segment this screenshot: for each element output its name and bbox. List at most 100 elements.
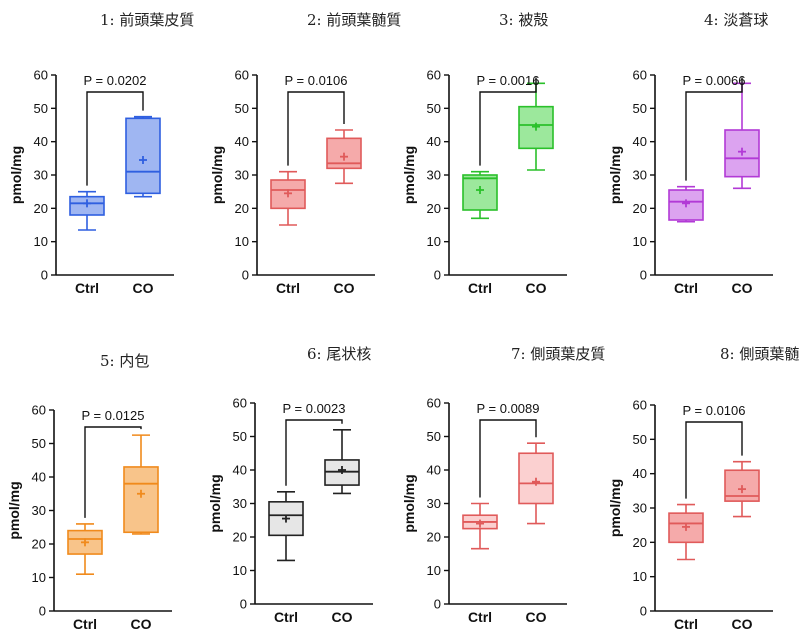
y-tick-label: 50 — [235, 101, 249, 116]
box-ctrl — [268, 490, 304, 562]
x-category-label: CO — [334, 280, 355, 296]
y-axis-label: pmol/mg — [401, 146, 417, 204]
iqr-box — [125, 117, 161, 195]
y-tick-label: 60 — [427, 396, 441, 411]
p-value-label: P = 0.0089 — [476, 401, 539, 416]
y-tick-label: 30 — [427, 496, 441, 511]
x-category-label: Ctrl — [468, 609, 492, 625]
box-co — [518, 82, 554, 171]
p-value-label: P = 0.0106 — [284, 73, 347, 88]
x-category-label: Ctrl — [468, 280, 492, 296]
significance-bracket — [685, 77, 743, 181]
chart-title: 6: 尾状核 — [307, 345, 371, 363]
y-axis-label: pmol/mg — [6, 481, 22, 539]
y-tick-label: 10 — [633, 234, 647, 249]
y-tick-label: 60 — [633, 68, 647, 83]
chart-title: 1: 前頭葉皮質 — [100, 11, 194, 29]
y-tick-label: 50 — [32, 436, 46, 451]
y-tick-label: 20 — [427, 530, 441, 545]
significance-bracket — [479, 77, 537, 166]
box-co — [724, 460, 760, 518]
y-tick-label: 20 — [633, 201, 647, 216]
chart-panel-1: 1: 前頭葉皮質 0 10 20 30 40 50 60 pmol/mg Ctrl CO P = 0.… — [8, 11, 194, 296]
x-category-label: CO — [732, 616, 753, 632]
box-ctrl — [462, 170, 498, 220]
chart-panel-4: 4: 淡蒼球 0 10 20 30 40 50 60 pmol/mg Ctrl CO P = 0.00… — [607, 11, 773, 296]
y-tick-label: 10 — [32, 570, 46, 585]
y-axis-label: pmol/mg — [207, 474, 223, 532]
box-co — [125, 115, 161, 198]
box-ctrl — [668, 503, 704, 561]
box-ctrl — [270, 170, 306, 226]
y-tick-label: 0 — [41, 268, 48, 283]
y-tick-label: 40 — [427, 463, 441, 478]
significance-bracket — [287, 91, 345, 166]
x-category-label: CO — [332, 609, 353, 625]
y-tick-label: 20 — [233, 530, 247, 545]
p-value-label: P = 0.0023 — [282, 401, 345, 416]
y-tick-label: 50 — [633, 101, 647, 116]
x-category-label: Ctrl — [674, 280, 698, 296]
box-ctrl — [668, 185, 704, 223]
chart-title: 7: 側頭葉皮質 — [511, 345, 605, 363]
x-category-label: Ctrl — [274, 609, 298, 625]
y-tick-label: 10 — [233, 563, 247, 578]
x-category-label: Ctrl — [276, 280, 300, 296]
x-category-label: Ctrl — [73, 616, 97, 632]
y-tick-label: 60 — [233, 396, 247, 411]
p-value-label: P = 0.0202 — [83, 73, 146, 88]
box-ctrl — [462, 502, 498, 550]
chart-panel-7: 7: 側頭葉皮質 0 10 20 30 40 50 60 pmol/mg Ctrl CO P = 0.… — [401, 345, 605, 625]
chart-title: 4: 淡蒼球 — [704, 11, 768, 29]
y-tick-label: 40 — [427, 134, 441, 149]
chart-title: 3: 被殻 — [499, 11, 548, 29]
p-value-label: P = 0.0066 — [682, 73, 745, 88]
x-category-label: CO — [131, 616, 152, 632]
y-tick-label: 0 — [240, 597, 247, 612]
y-tick-label: 0 — [39, 604, 46, 619]
y-tick-label: 60 — [34, 68, 48, 83]
chart-panel-6: 6: 尾状核 0 10 20 30 40 50 60 pmol/mg Ctrl CO P = 0.00… — [207, 345, 373, 625]
iqr-box — [123, 466, 159, 534]
y-tick-label: 60 — [633, 398, 647, 413]
y-tick-label: 60 — [235, 68, 249, 83]
y-axis-label: pmol/mg — [607, 146, 623, 204]
y-tick-label: 30 — [633, 501, 647, 516]
y-tick-label: 0 — [434, 597, 441, 612]
y-tick-label: 10 — [34, 234, 48, 249]
y-tick-label: 40 — [235, 134, 249, 149]
chart-panel-3: 3: 被殻 0 10 20 30 40 50 60 pmol/mg Ctrl CO P = 0.001… — [401, 11, 567, 296]
y-tick-label: 20 — [427, 201, 441, 216]
chart-title: 8: 側頭葉髄質 — [720, 345, 800, 363]
x-category-label: Ctrl — [674, 616, 698, 632]
iqr-box — [270, 179, 306, 210]
y-tick-label: 10 — [235, 234, 249, 249]
x-category-label: CO — [133, 280, 154, 296]
y-tick-label: 10 — [427, 563, 441, 578]
y-axis-label: pmol/mg — [8, 146, 24, 204]
x-category-label: CO — [526, 609, 547, 625]
p-value-label: P = 0.0016 — [476, 73, 539, 88]
x-category-label: CO — [526, 280, 547, 296]
y-tick-label: 60 — [32, 403, 46, 418]
box-co — [326, 129, 362, 185]
significance-bracket — [86, 91, 144, 186]
y-tick-label: 10 — [427, 234, 441, 249]
significance-bracket — [479, 419, 537, 498]
y-axis-label: pmol/mg — [607, 479, 623, 537]
y-tick-label: 30 — [235, 168, 249, 183]
y-tick-label: 40 — [34, 134, 48, 149]
box-ctrl — [67, 523, 103, 575]
iqr-box — [268, 501, 304, 537]
y-tick-label: 0 — [242, 268, 249, 283]
iqr-box — [518, 105, 554, 150]
y-axis-label: pmol/mg — [209, 146, 225, 204]
y-tick-label: 10 — [633, 569, 647, 584]
p-value-label: P = 0.0125 — [81, 408, 144, 423]
iqr-box — [462, 174, 498, 211]
chart-title: 2: 前頭葉髄質 — [307, 11, 401, 29]
box-co — [324, 428, 360, 495]
significance-bracket — [685, 421, 743, 499]
box-ctrl — [69, 190, 105, 231]
